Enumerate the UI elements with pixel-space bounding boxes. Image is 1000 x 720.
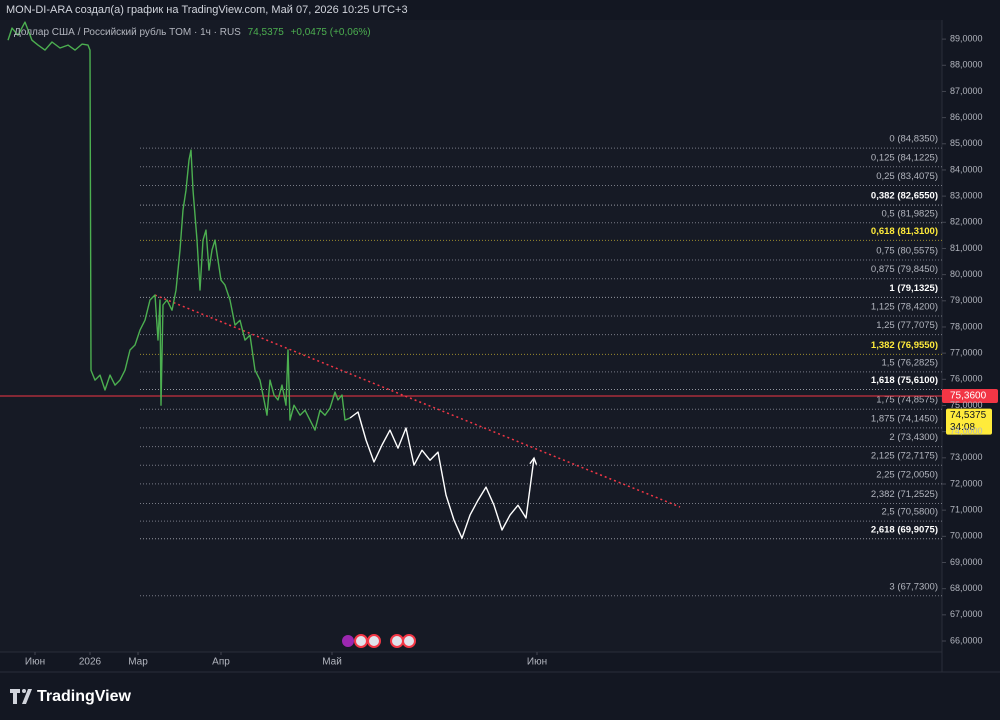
- event-icon: [402, 634, 416, 648]
- x-tick-label: Апр: [212, 657, 230, 668]
- y-tick-label: 72,0000: [950, 478, 983, 488]
- event-icon: [354, 634, 368, 648]
- y-tick-label: 78,0000: [950, 321, 983, 331]
- legend-change: +0,0475 (+0,06%): [291, 27, 371, 38]
- y-tick-label: 74,0000: [950, 426, 983, 436]
- price-line-box: [942, 389, 998, 404]
- fib-label: 2,5 (70,5800): [881, 507, 938, 518]
- fib-label: 1,75 (74,8575): [876, 395, 938, 406]
- fib-label: 3 (67,7300): [889, 581, 938, 592]
- y-tick-label: 68,0000: [950, 583, 983, 593]
- x-tick-label: Мар: [128, 657, 148, 668]
- fib-label: 2 (73,4300): [889, 432, 938, 443]
- event-icon: [367, 634, 381, 648]
- logo: TradingView: [10, 688, 132, 705]
- event-icon: [342, 635, 354, 647]
- countdown-label: 34:08: [950, 422, 975, 433]
- y-tick-label: 86,0000: [950, 112, 983, 122]
- event-icon: [390, 634, 404, 648]
- y-tick-label: 83,0000: [950, 190, 983, 200]
- fib-label: 0,125 (84,1225): [871, 152, 938, 163]
- y-tick-label: 87,0000: [950, 86, 983, 96]
- fib-label: 0,875 (79,8450): [871, 264, 938, 275]
- legend-title: Доллар США / Российский рубль TOM · 1ч ·…: [14, 26, 241, 38]
- logo-text: TradingView: [37, 688, 132, 705]
- plot: 0 (84,8350) 0,125 (84,1225) 0,25 (83,4075)…: [0, 21, 942, 597]
- fib-label: 1,618 (75,6100): [871, 375, 938, 386]
- legend: Доллар США / Российский рубль TOM · 1ч ·…: [14, 26, 371, 38]
- last-price-label: 74,5375: [950, 410, 987, 421]
- price-line-label: 75,3600: [950, 391, 987, 402]
- y-tick-label: 88,0000: [950, 60, 983, 70]
- y-tick-label: 70,0000: [950, 531, 983, 541]
- fib-label: 0,5 (81,9825): [881, 208, 938, 219]
- header-text: MON-DI-ARA создал(а) график на TradingVi…: [6, 4, 408, 16]
- legend-price: 74,5375: [248, 27, 285, 38]
- fib-label: 0,25 (83,4075): [876, 171, 938, 182]
- fib-label: 1,25 (77,7075): [876, 320, 938, 331]
- fib-label: 2,25 (72,0050): [876, 469, 938, 480]
- fib-label: 1,382 (76,9550): [871, 340, 938, 351]
- trend-line: [154, 294, 681, 508]
- y-tick-label: 77,0000: [950, 348, 983, 358]
- fib-label: 2,618 (69,9075): [871, 524, 938, 535]
- fib-label: 2,382 (71,2525): [871, 489, 938, 500]
- y-tick-label: 84,0000: [950, 164, 983, 174]
- fib-label: 1,125 (78,4200): [871, 301, 938, 312]
- fib-label: 1,875 (74,1450): [871, 413, 938, 424]
- y-tick-label: 85,0000: [950, 138, 983, 148]
- fib-label: 0 (84,8350): [889, 134, 938, 145]
- y-tick-label: 67,0000: [950, 609, 983, 619]
- x-tick-label: Май: [322, 657, 342, 668]
- x-tick-label: Июн: [527, 657, 547, 668]
- plot-area: [0, 20, 942, 652]
- fib-label: 1,5 (76,2825): [881, 357, 938, 368]
- logo-mark: [10, 689, 32, 704]
- header-bar: [0, 0, 1000, 20]
- fib-label: 2,125 (72,7175): [871, 451, 938, 462]
- y-tick-label: 80,0000: [950, 269, 983, 279]
- fib-label: 0,618 (81,3100): [871, 226, 938, 237]
- y-tick-label: 76,0000: [950, 374, 983, 384]
- price-line-series: [349, 411, 535, 539]
- y-tick-label: 82,0000: [950, 217, 983, 227]
- x-tick-label: Июн: [25, 657, 45, 668]
- fib-label: 0,75 (80,5575): [876, 246, 938, 257]
- last-price-box: [946, 408, 992, 435]
- fib-label: 1 (79,1325): [889, 283, 938, 294]
- y-tick-label: 89,0000: [950, 33, 983, 43]
- y-tick-label: 69,0000: [950, 557, 983, 567]
- fib-label: 0,382 (82,6550): [871, 191, 938, 202]
- x-tick-label: 2026: [79, 657, 102, 668]
- y-tick-label: 79,0000: [950, 295, 983, 305]
- logo-dot: [22, 689, 26, 693]
- y-tick-label: 81,0000: [950, 243, 983, 253]
- y-tick-label: 73,0000: [950, 452, 983, 462]
- arrow-head: [529, 456, 538, 465]
- y-tick-label: 71,0000: [950, 505, 983, 515]
- y-tick-label: 75,0000: [950, 400, 983, 410]
- y-tick-label: 66,0000: [950, 635, 983, 645]
- event-icons: [342, 634, 416, 648]
- price-line-series: [7, 21, 351, 431]
